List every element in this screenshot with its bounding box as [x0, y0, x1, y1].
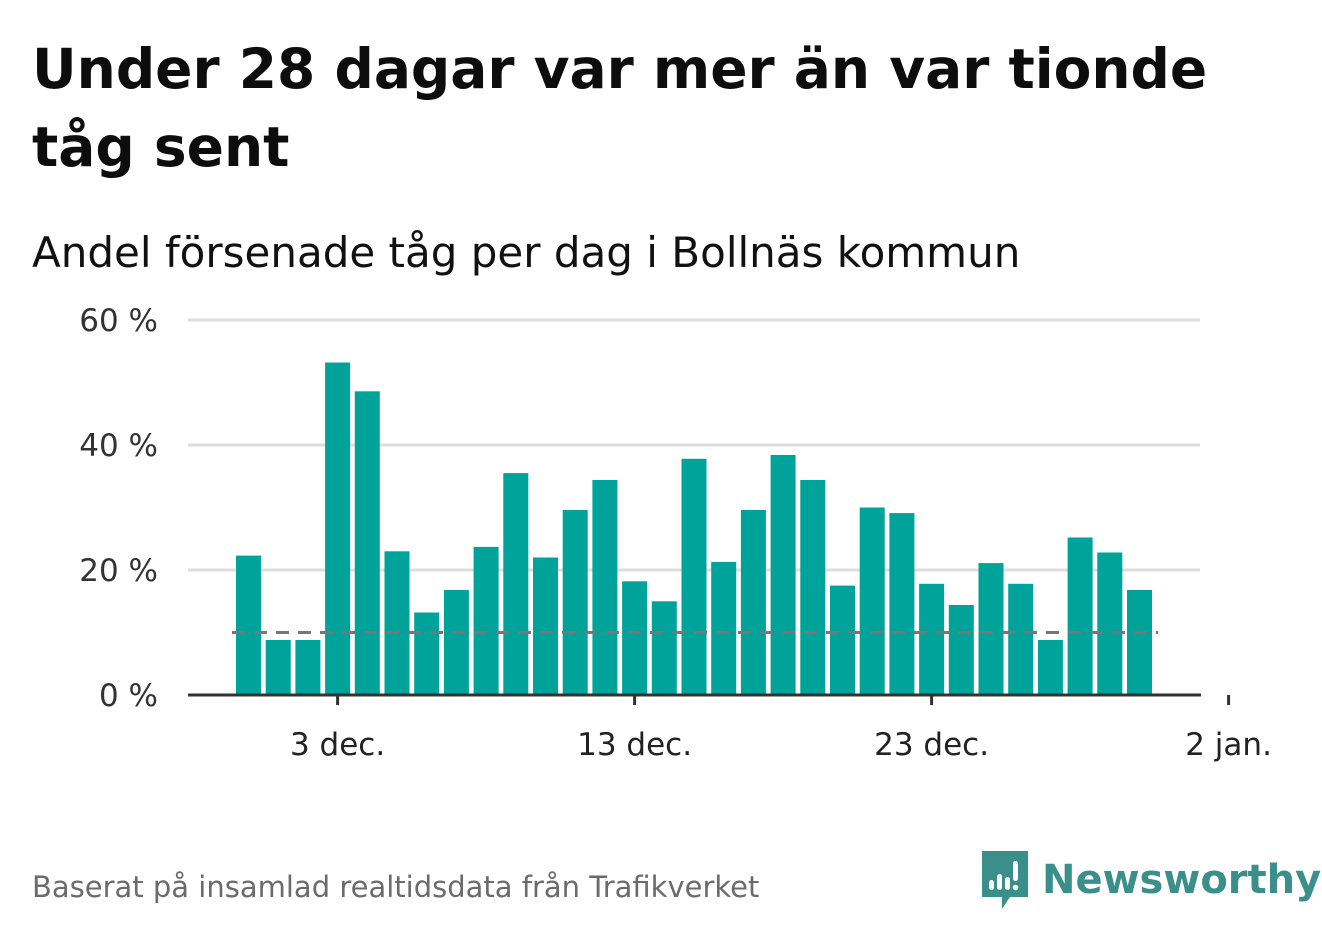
- bar: [503, 473, 529, 695]
- bar: [681, 458, 707, 696]
- bar: [473, 546, 499, 695]
- x-axis: 3 dec. 13 dec. 23 dec. 2 jan.: [188, 693, 1272, 763]
- bar: [443, 590, 469, 695]
- bar: [919, 583, 945, 696]
- bar: [1037, 640, 1063, 695]
- bar: [651, 601, 677, 696]
- y-tick-label: 0 %: [99, 678, 158, 714]
- x-tick-label: 23 dec.: [874, 727, 989, 763]
- x-tick-label: 3 dec.: [290, 727, 385, 763]
- x-tick-label: 13 dec.: [577, 727, 692, 763]
- bar: [978, 563, 1004, 695]
- chart-title: Under 28 dagar var mer än var tionde tåg…: [32, 37, 1208, 179]
- bar: [770, 455, 796, 695]
- bar: [1008, 583, 1034, 696]
- source-note: Baserat på insamlad realtidsdata från Tr…: [32, 870, 760, 904]
- bar: [740, 510, 766, 695]
- bar: [414, 612, 440, 695]
- newsworthy-logo: Newsworthy: [980, 848, 1321, 912]
- bar: [295, 640, 321, 695]
- y-tick-label: 20 %: [79, 553, 158, 589]
- bar: [1097, 552, 1123, 695]
- bar: [562, 510, 588, 695]
- bar: [325, 362, 351, 695]
- y-tick-label: 60 %: [79, 303, 158, 339]
- bar: [236, 555, 261, 695]
- bar: [533, 557, 558, 695]
- newsworthy-logo-icon: [982, 851, 1028, 909]
- bars: [236, 362, 1152, 696]
- bar: [889, 513, 915, 695]
- bar: [354, 391, 380, 696]
- bar: [592, 480, 618, 695]
- bar: [622, 581, 648, 696]
- bar: [859, 507, 885, 695]
- y-tick-label: 40 %: [79, 428, 158, 464]
- bar: [265, 640, 291, 695]
- chart-subtitle: Andel försenade tåg per dag i Bollnäs ko…: [32, 228, 1021, 277]
- bar: [384, 551, 410, 696]
- bar: [711, 561, 737, 695]
- bar: [1067, 537, 1093, 695]
- bar: [800, 480, 826, 695]
- bar: [1127, 590, 1152, 695]
- x-tick-label: 2 jan.: [1185, 727, 1272, 763]
- bar: [948, 605, 974, 695]
- brand-name: Newsworthy: [1042, 857, 1322, 903]
- y-axis-ticks: 0 % 20 % 40 % 60 %: [79, 303, 158, 714]
- bar: [830, 585, 855, 695]
